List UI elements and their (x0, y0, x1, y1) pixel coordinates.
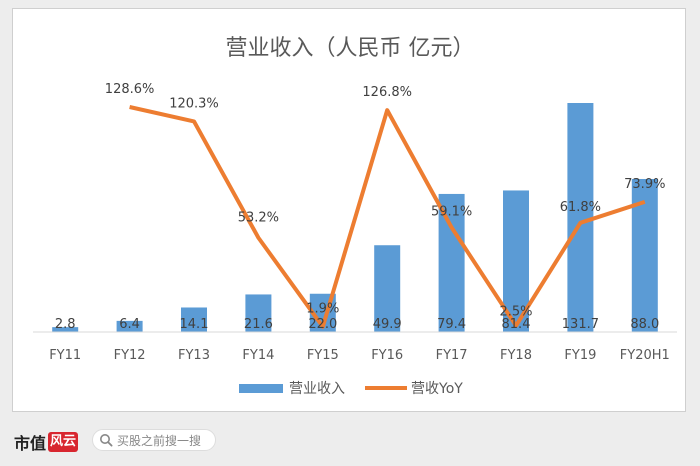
chart-svg: 营业收入（人民币 亿元） 2.8 6.4 14.1 21.6 22.0 49.9 79.4 8… (33, 36, 677, 397)
legend-bar-label: 营业收入 (289, 381, 345, 397)
x-tick-FY12: FY12 (114, 348, 146, 363)
search-input[interactable]: 买股之前搜一搜 (92, 429, 216, 451)
search-placeholder: 买股之前搜一搜 (117, 433, 202, 448)
yoy-label-FY20H1: 73.9% (624, 177, 665, 192)
bar-label-FY12: 6.4 (119, 317, 140, 332)
x-tick-FY14: FY14 (242, 348, 274, 363)
x-tick-FY13: FY13 (178, 348, 210, 363)
yoy-label-FY19: 61.8% (560, 200, 601, 215)
bar-FY16 (374, 245, 401, 332)
bar-label-FY16: 49.9 (373, 317, 402, 332)
bar-label-FY14: 21.6 (244, 317, 273, 332)
bar-FY11 (52, 327, 79, 332)
footer: 市值 风云 买股之前搜一搜 (0, 418, 700, 466)
legend: 营业收入 营收YoY (239, 381, 463, 397)
x-tick-FY15: FY15 (307, 348, 339, 363)
bar-FY17 (438, 193, 465, 332)
bar-FY14 (245, 294, 272, 332)
bar-label-FY15: 22.0 (308, 317, 337, 332)
yoy-label-FY16: 126.8% (362, 85, 412, 100)
yoy-label-FY14: 53.2% (238, 211, 279, 226)
chart-frame: 营业收入（人民币 亿元） 2.8 6.4 14.1 21.6 22.0 49.9 79.4 8… (12, 8, 686, 412)
bar-label-FY13: 14.1 (180, 317, 209, 332)
x-tick-FY11: FY11 (49, 348, 81, 363)
x-tick-FY16: FY16 (371, 348, 403, 363)
yoy-label-FY12: 128.6% (105, 82, 155, 97)
legend-bar-swatch (239, 384, 283, 393)
bar-label-FY18: 81.4 (502, 317, 531, 332)
chart-title: 营业收入（人民币 亿元） (226, 36, 475, 61)
bar-FY12 (116, 320, 143, 332)
x-tick-FY20H1: FY20H1 (620, 348, 670, 363)
bar-FY19 (567, 103, 594, 332)
brand-logo: 市值 风云 (14, 430, 79, 454)
yoy-label-FY18: 2.5% (499, 305, 532, 320)
x-tick-FY19: FY19 (564, 348, 596, 363)
yoy-label-FY17: 59.1% (431, 205, 472, 220)
yoy-line (129, 105, 646, 329)
bar-label-FY19: 131.7 (562, 317, 599, 332)
bar-label-FY20H1: 88.0 (630, 317, 659, 332)
yoy-label-FY15: 1.9% (306, 302, 339, 317)
search-icon (100, 434, 113, 447)
x-tick-FY17: FY17 (436, 348, 468, 363)
x-tick-FY18: FY18 (500, 348, 532, 363)
bar-label-FY11: 2.8 (55, 317, 76, 332)
bar-label-FY17: 79.4 (437, 317, 466, 332)
legend-line-label: 营收YoY (411, 381, 463, 397)
bar-FY13 (181, 307, 207, 332)
brand-text: 市值 (14, 434, 47, 453)
yoy-label-FY13: 120.3% (169, 96, 219, 111)
brand-mark: 风云 (48, 432, 79, 452)
